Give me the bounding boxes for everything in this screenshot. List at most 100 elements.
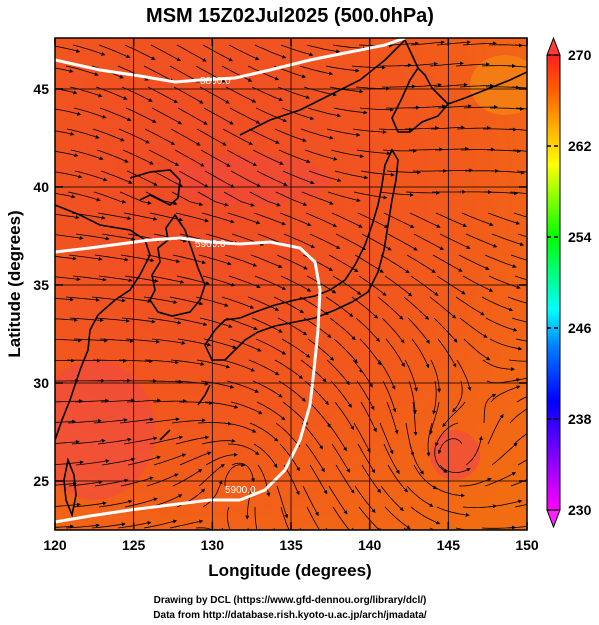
streamline <box>99 338 134 343</box>
streamline <box>304 380 329 406</box>
streamline <box>247 296 280 311</box>
streamline <box>55 358 75 363</box>
streamline <box>280 44 314 57</box>
streamline <box>517 459 527 466</box>
streamline <box>487 413 504 445</box>
streamline <box>510 479 527 487</box>
y-tick-label: 25 <box>33 473 49 489</box>
streamline <box>483 393 497 424</box>
streamline <box>231 462 255 483</box>
streamline <box>92 128 125 142</box>
streamline <box>384 506 411 530</box>
streamline <box>385 338 405 368</box>
streamline <box>149 435 184 445</box>
streamline <box>204 170 235 188</box>
streamline <box>306 44 341 54</box>
streamline <box>68 254 103 261</box>
streamline <box>178 170 209 188</box>
streamline <box>379 422 394 455</box>
streamline <box>279 212 312 227</box>
streamline <box>407 317 430 344</box>
streamline <box>354 254 384 273</box>
gridlines <box>55 38 527 530</box>
streamline <box>118 359 153 364</box>
streamline <box>274 359 304 380</box>
streamline <box>512 377 527 382</box>
streamline <box>198 254 232 266</box>
y-tick-label: 35 <box>33 277 49 293</box>
colorbar-tick-label: 254 <box>568 229 592 245</box>
streamline <box>354 485 376 514</box>
contour-5800 <box>55 38 406 84</box>
height-contours <box>55 38 406 524</box>
streamline <box>438 168 473 173</box>
streamline <box>387 464 408 493</box>
streamline <box>124 44 156 60</box>
streamline <box>430 125 465 130</box>
streamline <box>125 107 157 123</box>
x-axis-label: Longitude (degrees) <box>208 561 371 580</box>
streamline <box>55 256 77 261</box>
streamline <box>435 212 468 228</box>
streamline <box>484 254 517 268</box>
x-tick-label: 125 <box>122 537 146 553</box>
streamline <box>169 296 204 306</box>
streamline <box>202 275 236 287</box>
contour-5900-north <box>55 236 322 502</box>
streamline <box>508 359 527 362</box>
colorbar-tick-label: 238 <box>568 411 592 427</box>
colorbar-tick-label: 262 <box>568 138 592 154</box>
streamline <box>65 65 99 76</box>
streamline <box>148 149 180 166</box>
streamline <box>490 385 521 403</box>
streamline <box>55 130 75 136</box>
streamline <box>205 452 238 466</box>
x-tick-label: 135 <box>279 537 303 553</box>
streamline <box>229 338 262 352</box>
streamline <box>514 504 527 508</box>
streamline <box>331 212 363 228</box>
streamline <box>509 191 527 195</box>
streamline <box>409 147 443 152</box>
streamline <box>66 358 101 363</box>
streamline <box>329 317 356 341</box>
streamline <box>299 296 329 316</box>
streamline <box>248 359 280 376</box>
streamline <box>437 104 472 109</box>
contour-label-5800: 5800.0 <box>200 76 231 87</box>
streamline <box>196 128 227 146</box>
streamline <box>516 170 527 173</box>
streamline <box>437 338 457 368</box>
streamline <box>359 338 382 366</box>
streamline <box>176 275 211 286</box>
streamline <box>429 61 464 67</box>
streamline <box>465 435 483 466</box>
credit-data: Data from http://database.rish.kyoto-u.a… <box>153 610 427 621</box>
streamline <box>276 485 289 519</box>
streamline <box>273 296 305 313</box>
streamline <box>255 338 287 355</box>
streamline <box>143 65 175 82</box>
streamline <box>123 436 158 445</box>
streamline <box>335 233 367 250</box>
streamline <box>221 65 253 82</box>
streamline <box>177 338 212 347</box>
streamline <box>386 401 399 435</box>
streamline <box>251 317 283 333</box>
streamline <box>309 464 328 495</box>
streamline <box>179 401 213 405</box>
streamline <box>507 296 527 304</box>
streamline <box>256 170 288 186</box>
streamline <box>55 171 83 179</box>
streamline <box>91 296 126 303</box>
streamline <box>170 359 205 366</box>
streamline <box>357 443 376 474</box>
streamline <box>151 107 182 125</box>
streamline <box>465 233 498 248</box>
streamline <box>143 296 178 305</box>
streamline <box>65 296 100 302</box>
streamline <box>330 380 352 408</box>
streamline <box>125 338 160 344</box>
streamline <box>254 44 287 59</box>
streamline <box>55 481 77 486</box>
